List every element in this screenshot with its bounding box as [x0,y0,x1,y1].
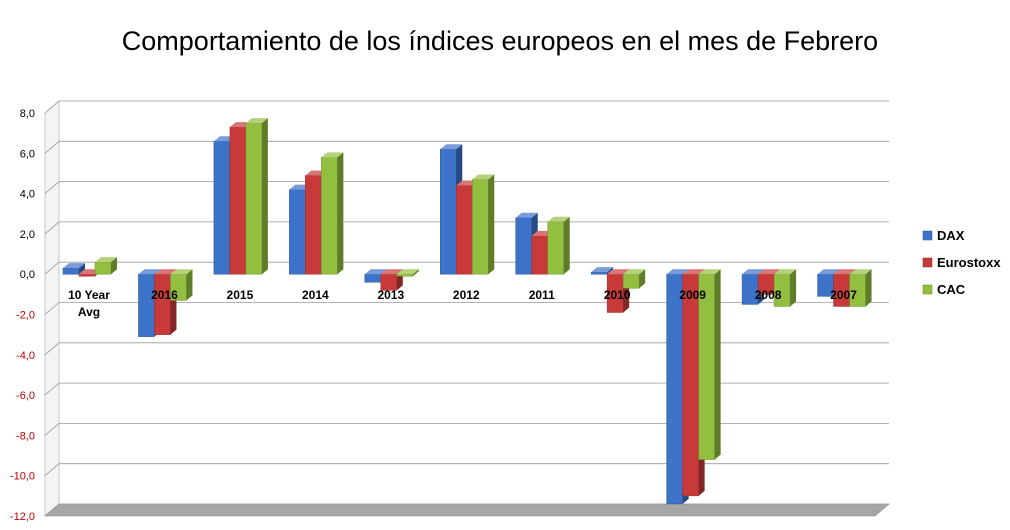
legend-swatch [922,230,933,241]
legend-swatch [922,284,933,295]
x-category-label: 2008 [755,288,782,302]
legend-item-cac: CAC [922,282,966,297]
legend-swatch [922,257,933,268]
bar-cac-2008 [773,269,797,307]
bar-dax-10-year-avg [62,263,85,275]
gridline [44,181,889,194]
y-tick-label: 4,0 [20,189,35,201]
legend-label: CAC [937,282,966,297]
legend-label: DAX [937,228,965,243]
gridline [44,342,889,356]
x-category-label: 2013 [377,288,404,302]
x-category-label: 2011 [529,288,555,302]
bar-eurostoxx-2013 [380,269,403,291]
gridline [44,100,889,114]
bar-cac-2007 [849,269,872,307]
bar-cac-2012 [472,174,495,275]
bar-cac-2009 [698,269,721,460]
y-tick-label: 6,0 [20,148,35,160]
legend-item-eurostoxx: Eurostoxx [922,255,1001,270]
x-category-label: 2015 [227,288,254,302]
gridline [44,503,889,517]
bar-cac-2016 [170,269,193,301]
y-tick-label: -4,0 [16,350,35,362]
gridline [44,422,889,436]
x-axis-category-labels: 10 Year Avg 2016 2015 2014 2013 2012 2011 2010 20… [68,288,857,319]
y-tick-label: -2,0 [16,310,35,322]
legend: DAX Eurostoxx CAC [922,228,1001,297]
legend-label: Eurostoxx [937,255,1001,270]
bars [62,118,872,505]
x-category-label: 2012 [453,288,480,302]
gridline [44,463,889,477]
bar-cac-2013 [396,269,419,277]
gridline [44,140,889,154]
bar-cac-2014 [321,152,344,275]
x-category-label: 2009 [679,288,706,302]
y-tick-label: -12,0 [10,511,35,523]
legend-item-dax: DAX [922,228,965,243]
y-tick-label: 0,0 [20,269,35,281]
y-tick-label: 2,0 [20,229,35,241]
y-axis-tick-labels: 8,0 6,0 4,0 2,0 0,0 -2,0 -4,0 -6,0 -8,0 -10,0 -12,… [10,108,35,523]
chart-title: Comportamiento de los índices europeos e… [121,26,879,56]
x-category-label: 2010 [604,288,631,302]
bar-dax-2010 [590,267,614,275]
bar-cac-10-year-avg [94,257,117,275]
y-tick-label: -8,0 [16,430,35,442]
x-category-label: 2007 [830,288,857,302]
gridlines [44,100,889,517]
y-tick-label: 8,0 [20,108,35,120]
bar-cac-2010 [622,269,646,289]
y-tick-label: -10,0 [10,471,35,483]
bar-cac-2015 [245,118,268,275]
gridline [44,382,889,396]
x-category-label: 2016 [151,288,178,302]
y-tick-label: -6,0 [16,390,35,402]
x-category-label: 10 Year Avg [68,288,110,319]
x-category-label: 2014 [302,288,329,302]
floor [44,503,890,517]
gridline [44,221,889,235]
gridline [44,261,889,275]
bar-cac-2011 [547,216,570,275]
